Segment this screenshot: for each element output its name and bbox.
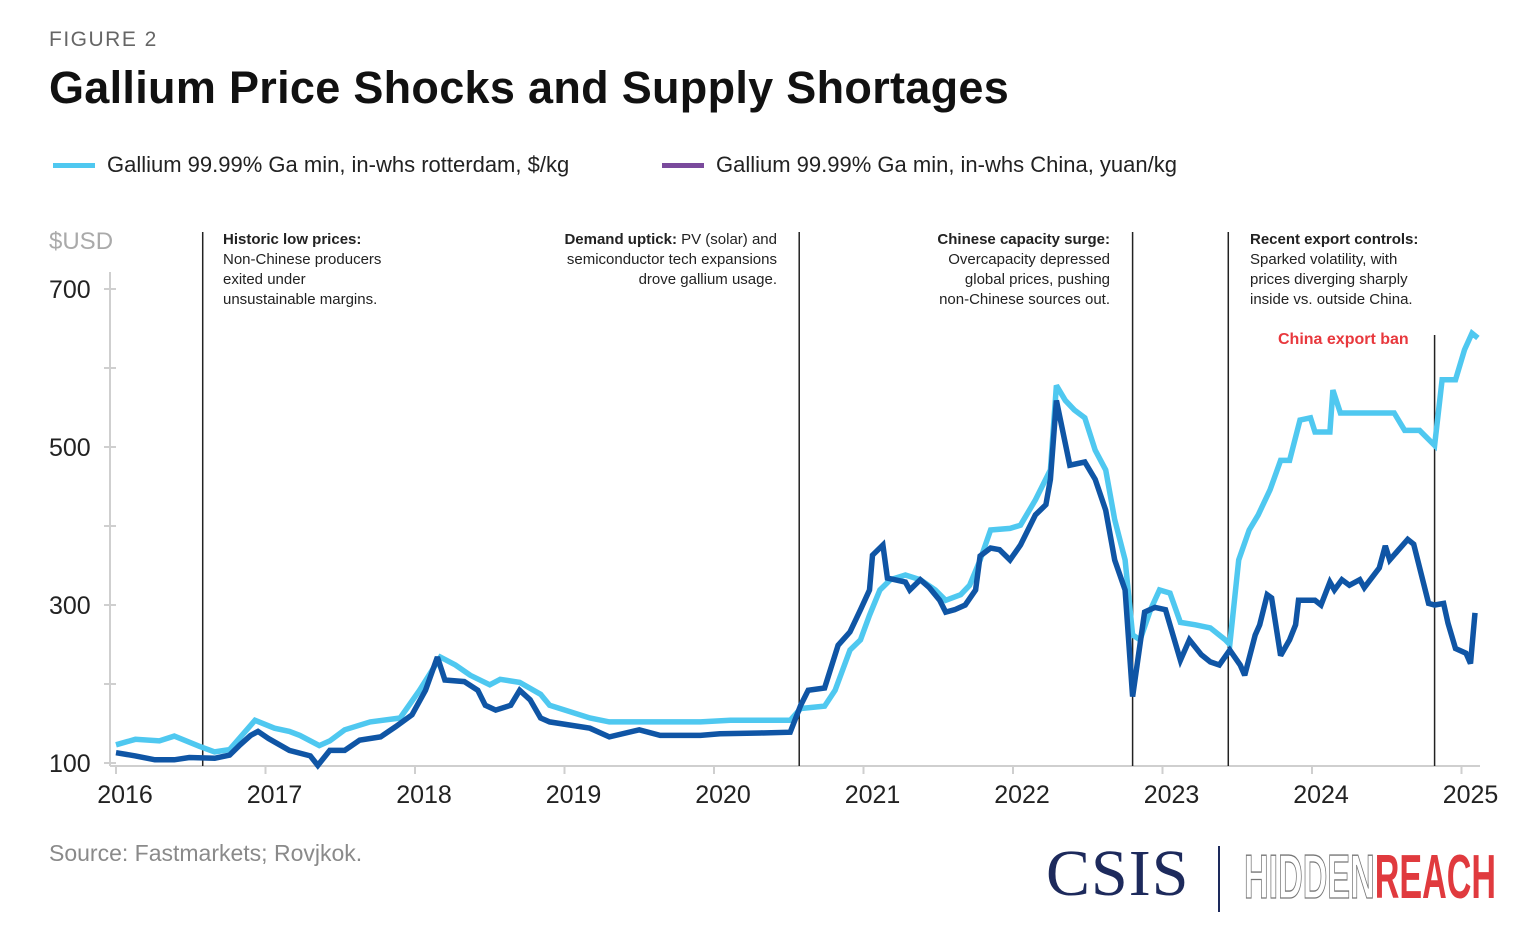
y-tick-label: 100 xyxy=(49,750,91,778)
annotation-line: Sparked volatility, with xyxy=(1250,251,1398,268)
figure-label: FIGURE 2 xyxy=(49,28,158,51)
hidden-reach-logo: HIDDENREACH xyxy=(1244,842,1496,913)
annotation-heading: Demand uptick: xyxy=(564,231,677,248)
annotation-line: global prices, pushing xyxy=(964,271,1110,288)
legend-item-china: Gallium 99.99% Ga min, in-whs China, yua… xyxy=(662,152,1177,178)
y-axis-label: $USD xyxy=(49,228,113,255)
china-export-ban-label: China export ban xyxy=(1278,331,1409,348)
y-tick-label: 500 xyxy=(49,434,91,462)
x-tick-label: 2021 xyxy=(845,781,901,809)
legend-label-rotterdam: Gallium 99.99% Ga min, in-whs rotterdam,… xyxy=(107,152,570,177)
annotation-heading: Recent export controls: xyxy=(1250,231,1419,248)
x-tick-label: 2020 xyxy=(695,781,751,809)
legend-item-rotterdam: Gallium 99.99% Ga min, in-whs rotterdam,… xyxy=(53,152,569,178)
series-line-rotterdam xyxy=(115,328,1480,755)
logo: CSIS HIDDENREACH xyxy=(1046,837,1506,914)
annotation-capacity-surge: Chinese capacity surge: Overcapacity dep… xyxy=(937,230,1110,310)
x-tick-label: 2016 xyxy=(97,781,153,809)
annotation-export-controls: Recent export controls: Sparked volatili… xyxy=(1250,230,1418,310)
annotation-line: Overcapacity depressed xyxy=(948,251,1110,268)
annotation-line: Non-Chinese producers xyxy=(223,251,382,268)
x-tick-label: 2024 xyxy=(1293,781,1349,809)
legend-swatch-china xyxy=(662,162,704,168)
annotation-demand-uptick: Demand uptick: PV (solar) and semiconduc… xyxy=(564,230,777,290)
x-tick-label: 2017 xyxy=(247,781,303,809)
annotation-historic-low: Historic low prices: Non-Chinese produce… xyxy=(223,230,381,310)
hidden-wordmark: HIDDEN xyxy=(1244,842,1375,912)
x-tick-label: 2025 xyxy=(1443,781,1499,809)
annotation-line: semiconductor tech expansions xyxy=(566,251,777,268)
y-tick-label: 300 xyxy=(49,592,91,620)
annotation-heading: Historic low prices: xyxy=(223,231,362,248)
annotation-line: non-Chinese sources out. xyxy=(939,291,1110,308)
annotation-line: PV (solar) and xyxy=(676,231,777,248)
annotation-line: drove gallium usage. xyxy=(638,271,777,288)
reach-wordmark: REACH xyxy=(1374,843,1496,912)
annotation-heading: Chinese capacity surge: xyxy=(937,231,1110,248)
y-tick-label: 700 xyxy=(49,276,91,304)
legend-swatch-rotterdam xyxy=(53,162,95,168)
x-tick-label: 2022 xyxy=(994,781,1050,809)
x-tick-label: 2023 xyxy=(1144,781,1200,809)
chart-title: Gallium Price Shocks and Supply Shortage… xyxy=(49,62,1010,113)
annotation-line: unsustainable margins. xyxy=(223,291,378,308)
annotation-line: prices diverging sharply xyxy=(1250,271,1408,288)
series-line-china xyxy=(115,399,1478,770)
csis-logo: CSIS xyxy=(1046,837,1190,910)
source-note: Source: Fastmarkets; Rovjkok. xyxy=(49,840,363,866)
x-tick-label: 2018 xyxy=(396,781,452,809)
legend-label-china: Gallium 99.99% Ga min, in-whs China, yua… xyxy=(716,152,1177,177)
x-tick-label: 2019 xyxy=(546,781,602,809)
annotation-line: exited under xyxy=(223,271,306,288)
logo-divider xyxy=(1218,846,1220,912)
annotation-line: inside vs. outside China. xyxy=(1250,291,1413,308)
